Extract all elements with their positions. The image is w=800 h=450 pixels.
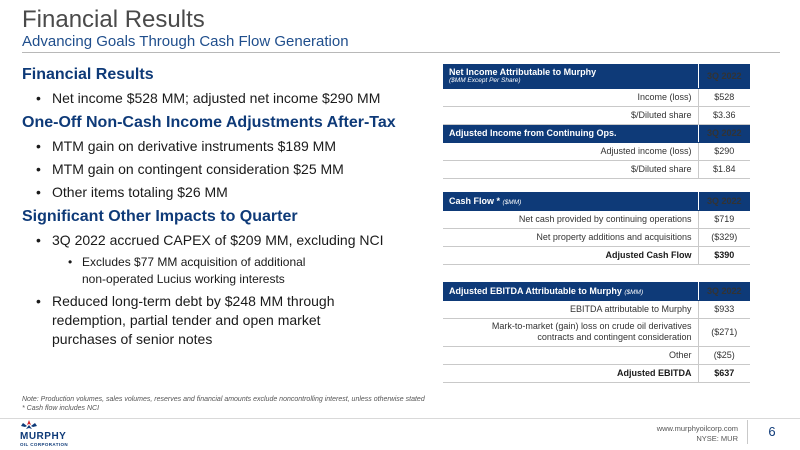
adjusted-income-header: Adjusted Income from Continuing Ops. bbox=[443, 124, 698, 143]
bullet-debt-reduction: Reduced long-term debt by $248 MM throug… bbox=[22, 292, 422, 349]
title-block: Financial Results Advancing Goals Throug… bbox=[22, 6, 782, 51]
row-label: Net property additions and acquisitions bbox=[443, 228, 698, 247]
total-value: $637 bbox=[697, 364, 750, 383]
row-value: $933 bbox=[697, 300, 750, 319]
table-subheader-row: Adjusted Income from Continuing Ops. 3Q … bbox=[443, 124, 750, 143]
net-income-header: Net Income Attributable to Murphy ($MM E… bbox=[443, 64, 698, 89]
row-value: $528 bbox=[697, 88, 750, 107]
table-row: Net property additions and acquisitions … bbox=[443, 228, 750, 247]
footer-divider bbox=[0, 418, 800, 419]
row-label: Mark-to-market (gain) loss on crude oil … bbox=[443, 318, 698, 347]
total-label: Adjusted Cash Flow bbox=[443, 246, 698, 265]
page-number: 6 bbox=[768, 424, 776, 439]
row-label: Adjusted income (loss) bbox=[443, 142, 698, 161]
footnote-cash-flow: * Cash flow includes NCI bbox=[22, 405, 100, 412]
table-header-row: Cash Flow * ($MM) 3Q 2022 bbox=[443, 192, 750, 211]
sub-bullet-lucius-line2: non-operated Lucius working interests bbox=[82, 272, 285, 286]
bullet-mtm-contingent: MTM gain on contingent consideration $25… bbox=[22, 160, 422, 179]
section-heading-financial-results: Financial Results bbox=[22, 66, 154, 83]
cash-flow-header: Cash Flow * ($MM) bbox=[443, 192, 698, 211]
cash-flow-header-label: Cash Flow * bbox=[449, 195, 501, 206]
row-value: ($329) bbox=[697, 228, 750, 247]
row-value: $3.36 bbox=[697, 106, 750, 125]
title-divider bbox=[22, 52, 780, 53]
table-row: Mark-to-market (gain) loss on crude oil … bbox=[443, 318, 750, 347]
table-row: Other ($25) bbox=[443, 346, 750, 365]
row-label: Net cash provided by continuing operatio… bbox=[443, 210, 698, 229]
ticker-symbol: NYSE: MUR bbox=[696, 434, 738, 443]
cash-flow-period: 3Q 2022 bbox=[697, 192, 750, 211]
row-label: $/Diluted share bbox=[443, 160, 698, 179]
website-link[interactable]: www.murphyoilcorp.com bbox=[656, 424, 738, 433]
logo-subtext: OIL CORPORATION bbox=[20, 442, 69, 447]
bullet-debt-line3: purchases of senior notes bbox=[52, 331, 213, 347]
table-row: Income (loss) $528 bbox=[443, 88, 750, 107]
cash-flow-header-caption: ($MM) bbox=[502, 198, 522, 206]
row-label: Income (loss) bbox=[443, 88, 698, 107]
section-heading-other-impacts: Significant Other Impacts to Quarter bbox=[22, 208, 298, 225]
ebitda-header-caption: ($MM) bbox=[624, 288, 644, 296]
row-value: $719 bbox=[697, 210, 750, 229]
logo-name: MURPHY bbox=[20, 431, 67, 442]
table-row: $/Diluted share $1.84 bbox=[443, 160, 750, 179]
row-label: EBITDA attributable to Murphy bbox=[443, 300, 698, 319]
sub-bullet-lucius-line1: Excludes $77 MM acquisition of additiona… bbox=[82, 255, 306, 269]
net-income-period: 3Q 2022 bbox=[697, 64, 750, 89]
bullet-debt-line1: Reduced long-term debt by $248 MM throug… bbox=[52, 293, 335, 309]
total-label: Adjusted EBITDA bbox=[443, 364, 698, 383]
row-value: $290 bbox=[697, 142, 750, 161]
table-row: $/Diluted share $3.36 bbox=[443, 106, 750, 125]
bullet-content: Financial Results Net income $528 MM; ad… bbox=[22, 64, 422, 353]
slide-title: Financial Results bbox=[22, 6, 205, 33]
bullet-net-income: Net income $528 MM; adjusted net income … bbox=[22, 89, 422, 108]
adjusted-ebitda-table: Adjusted EBITDA Attributable to Murphy (… bbox=[443, 282, 750, 383]
section-heading-one-off-adjustments: One-Off Non-Cash Income Adjustments Afte… bbox=[22, 114, 396, 131]
row-value: ($271) bbox=[697, 318, 750, 347]
net-income-table: Net Income Attributable to Murphy ($MM E… bbox=[443, 64, 750, 179]
ebitda-header-label: Adjusted EBITDA Attributable to Murphy bbox=[449, 285, 622, 296]
footnote-production: Note: Production volumes, sales volumes,… bbox=[22, 396, 425, 403]
sub-bullet-lucius: Excludes $77 MM acquisition of additiona… bbox=[22, 254, 422, 288]
table-header-row: Net Income Attributable to Murphy ($MM E… bbox=[443, 64, 750, 89]
cash-flow-table: Cash Flow * ($MM) 3Q 2022 Net cash provi… bbox=[443, 192, 750, 265]
murphy-logo-icon bbox=[21, 420, 37, 429]
total-value: $390 bbox=[697, 246, 750, 265]
table-row: Adjusted income (loss) $290 bbox=[443, 142, 750, 161]
bullet-capex: 3Q 2022 accrued CAPEX of $209 MM, exclud… bbox=[22, 231, 422, 250]
table-total-row: Adjusted EBITDA $637 bbox=[443, 364, 750, 383]
ebitda-header: Adjusted EBITDA Attributable to Murphy (… bbox=[443, 282, 698, 301]
footer-vertical-divider bbox=[747, 420, 748, 444]
bullet-other-items: Other items totaling $26 MM bbox=[22, 183, 422, 202]
murphy-logo: MURPHY OIL CORPORATION bbox=[20, 420, 80, 447]
ebitda-period: 3Q 2022 bbox=[697, 282, 750, 301]
table-header-row: Adjusted EBITDA Attributable to Murphy (… bbox=[443, 282, 750, 301]
table-total-row: Adjusted Cash Flow $390 bbox=[443, 246, 750, 265]
footnotes: Note: Production volumes, sales volumes,… bbox=[22, 395, 425, 413]
mtm-label-line1: Mark-to-market (gain) loss on crude oil … bbox=[491, 321, 692, 331]
row-label: $/Diluted share bbox=[443, 106, 698, 125]
row-value: $1.84 bbox=[697, 160, 750, 179]
footer-info: www.murphyoilcorp.com NYSE: MUR bbox=[657, 424, 738, 444]
table-row: Net cash provided by continuing operatio… bbox=[443, 210, 750, 229]
row-label: Other bbox=[443, 346, 698, 365]
bullet-mtm-derivatives: MTM gain on derivative instruments $189 … bbox=[22, 137, 422, 156]
mtm-label-line2: contracts and contingent consideration bbox=[537, 332, 692, 342]
adjusted-income-period: 3Q 2022 bbox=[697, 124, 750, 143]
bullet-debt-line2: redemption, partial tender and open mark… bbox=[52, 312, 321, 328]
row-value: ($25) bbox=[697, 346, 750, 365]
net-income-header-caption: ($MM Except Per Share) bbox=[449, 76, 521, 84]
net-income-header-label: Net Income Attributable to Murphy bbox=[449, 66, 597, 77]
slide-subtitle: Advancing Goals Through Cash Flow Genera… bbox=[22, 33, 349, 50]
table-row: EBITDA attributable to Murphy $933 bbox=[443, 300, 750, 319]
